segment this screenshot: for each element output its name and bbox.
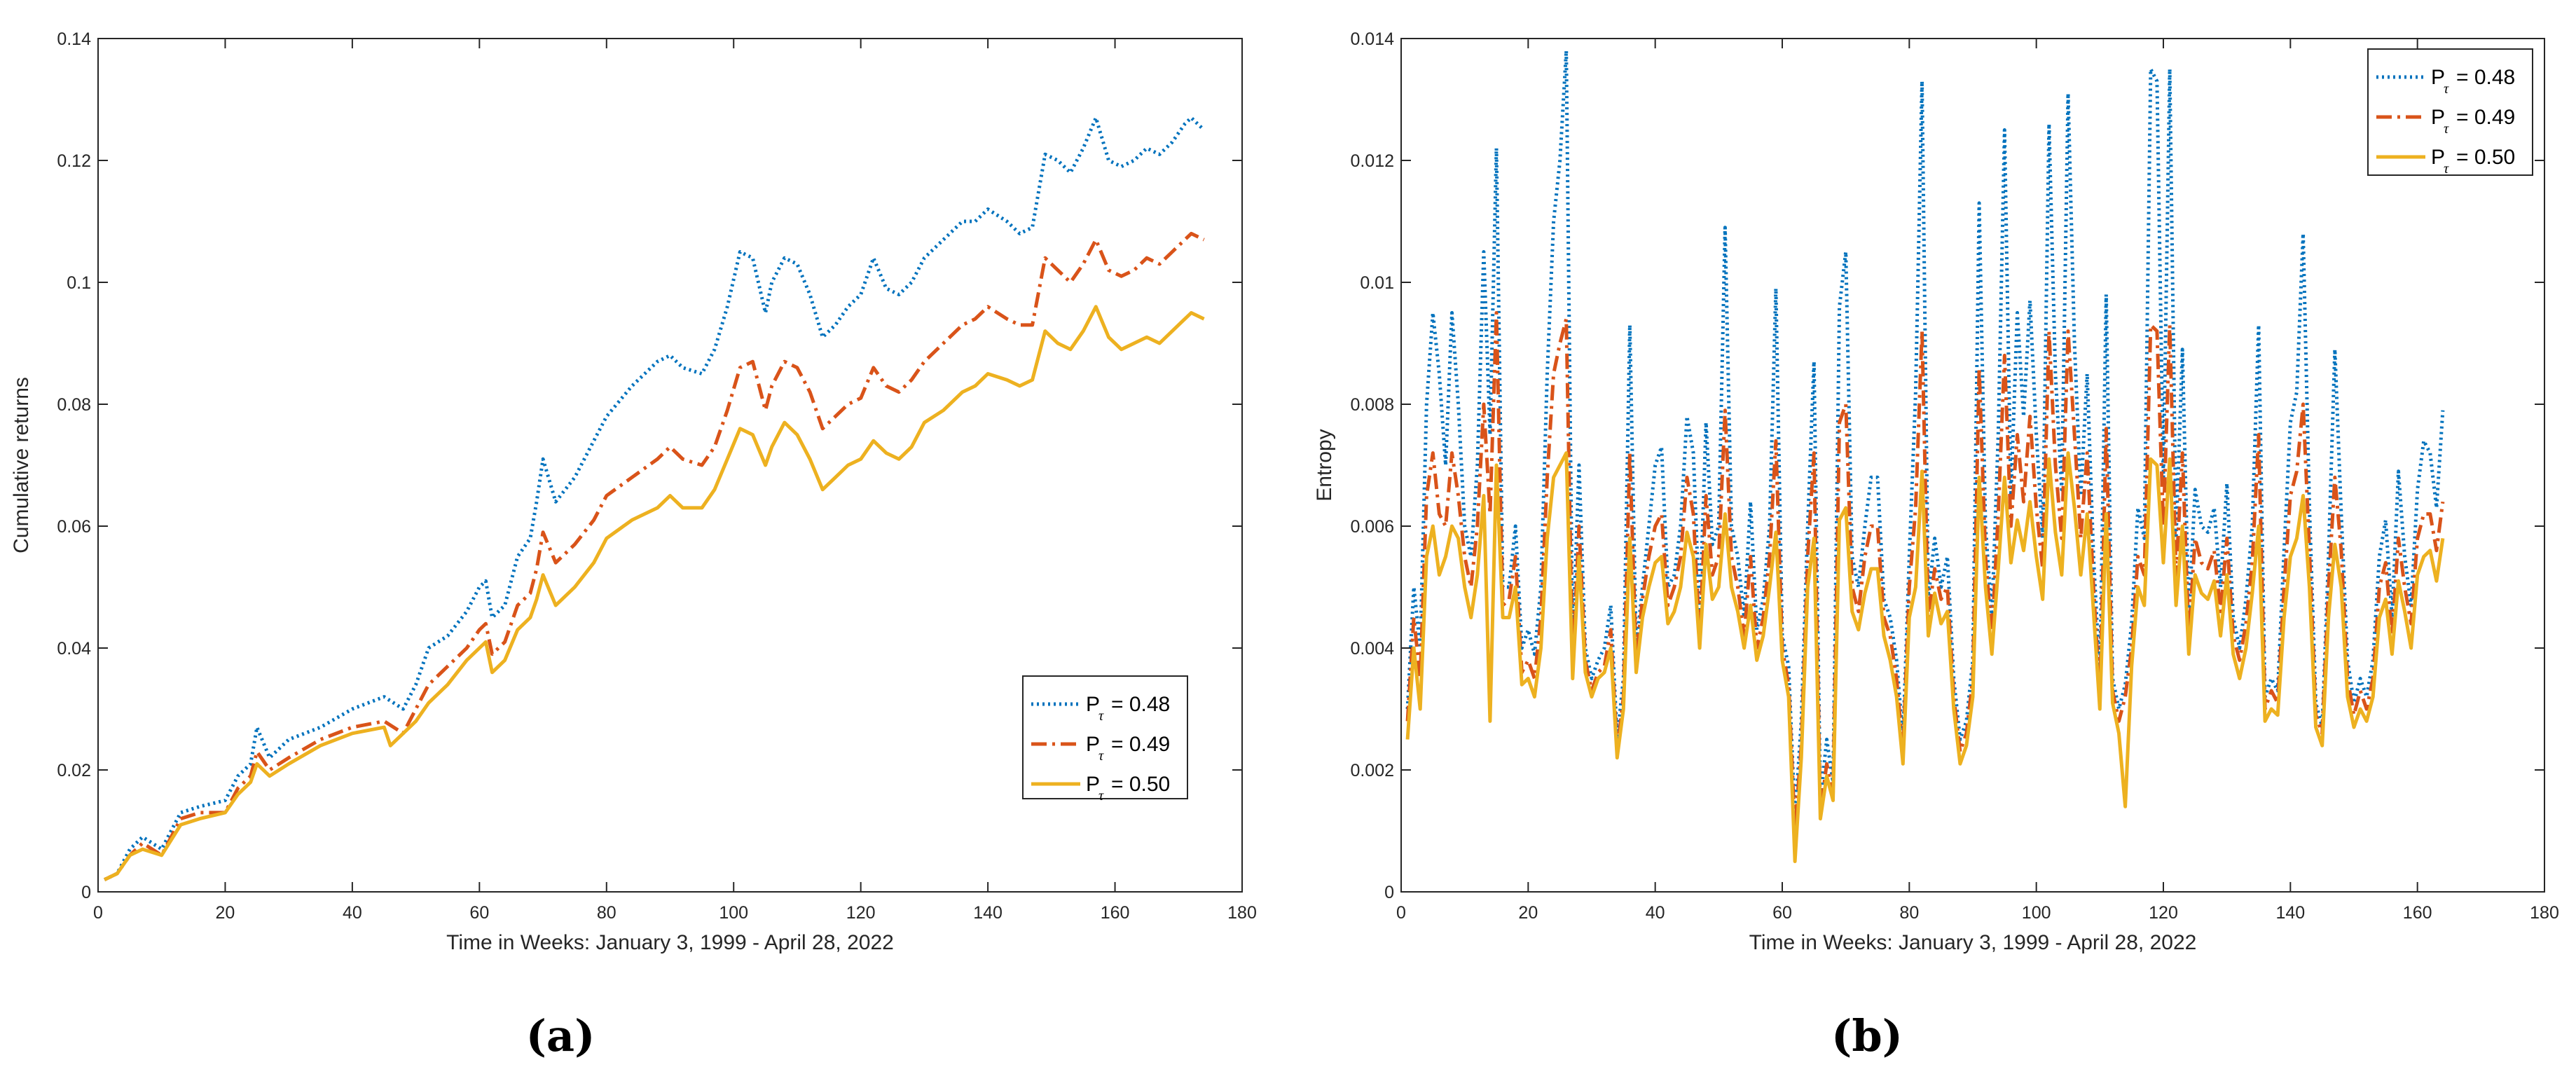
x-tick-label: 180 — [2530, 903, 2559, 923]
legend-label-2: P — [1086, 733, 1100, 756]
y-tick-label: 0.008 — [1350, 395, 1394, 415]
x-tick-label: 40 — [343, 903, 362, 923]
y-tick-label: 0 — [1384, 883, 1394, 902]
legend-label-1: P — [2431, 66, 2445, 89]
legend-subscript-2: τ — [1098, 748, 1104, 764]
axes-box — [97, 38, 1243, 893]
y-tick-label: 0.1 — [67, 273, 91, 293]
legend-value-3: = 0.50 — [1111, 773, 1170, 796]
series-line-3 — [104, 305, 1205, 881]
y-tick-label: 0.014 — [1350, 29, 1394, 49]
x-tick-label: 20 — [216, 903, 235, 923]
legend-label-3: P — [2431, 146, 2445, 169]
x-tick-label: 160 — [1101, 903, 1130, 923]
legend-subscript-3: τ — [2444, 161, 2449, 177]
x-tick-label: 120 — [2149, 903, 2178, 923]
y-tick-label: 0.04 — [57, 639, 91, 659]
y-tick-label: 0.012 — [1350, 151, 1394, 171]
y-tick-label: 0.14 — [57, 29, 91, 49]
y-tick-label: 0.004 — [1350, 639, 1394, 659]
legend-subscript-1: τ — [2444, 81, 2449, 97]
x-tick-label: 140 — [2275, 903, 2305, 923]
x-axis-label: Time in Weeks: January 3, 1999 - April 2… — [446, 931, 894, 954]
y-tick-label: 0.08 — [57, 395, 91, 415]
legend-label-1: P — [1086, 693, 1100, 716]
legend-subscript-2: τ — [2444, 121, 2449, 137]
legend-value-2: = 0.49 — [2456, 106, 2515, 129]
legend-value-3: = 0.50 — [2456, 146, 2515, 169]
legend-box — [1022, 675, 1188, 799]
panel-caption: (a) — [526, 1010, 595, 1061]
legend-subscript-3: τ — [1098, 788, 1104, 804]
x-tick-label: 100 — [2022, 903, 2051, 923]
x-tick-label: 80 — [1899, 903, 1919, 923]
series-line-2 — [104, 231, 1205, 881]
series-line-1 — [104, 116, 1206, 881]
x-axis-label: Time in Weeks: January 3, 1999 - April 2… — [1749, 931, 2197, 954]
x-tick-label: 120 — [846, 903, 876, 923]
x-tick-label: 180 — [1227, 903, 1257, 923]
legend-label-2: P — [2431, 106, 2445, 129]
series-line-3 — [1405, 451, 2445, 863]
legend-value-1: = 0.48 — [1111, 693, 1170, 716]
chart-panel-b: 0 20 40 60 80 100 120 140 160 180 0 0.002 0.004 0.006… — [1313, 29, 2559, 1061]
y-axis-label: Entropy — [1313, 429, 1336, 501]
y-tick-label: 0.002 — [1350, 761, 1394, 780]
y-tick-label: 0.006 — [1350, 517, 1394, 537]
x-tick-label: 160 — [2403, 903, 2432, 923]
x-tick-label: 20 — [1518, 903, 1538, 923]
chart-panel-a: 0 20 40 60 80 100 120 140 160 180 0 0.02 0.04 0.06 0.0… — [10, 29, 1257, 1061]
x-tick-label: 60 — [469, 903, 489, 923]
series-line-2 — [1405, 311, 2445, 833]
plot-area — [1401, 39, 2544, 892]
legend-value-2: = 0.49 — [1111, 733, 1170, 756]
panel-caption: (b) — [1831, 1010, 1903, 1061]
x-tick-label: 60 — [1772, 903, 1792, 923]
y-tick-label: 0.12 — [57, 151, 91, 171]
x-tick-label: 0 — [93, 903, 103, 923]
legend-label-3: P — [1086, 773, 1100, 796]
series-line-1 — [1405, 48, 2445, 821]
x-tick-label: 40 — [1646, 903, 1665, 923]
x-tick-label: 140 — [973, 903, 1003, 923]
x-tick-label: 0 — [1396, 903, 1406, 923]
y-tick-label: 0.02 — [57, 761, 91, 780]
x-tick-label: 100 — [719, 903, 748, 923]
legend-box — [2367, 48, 2533, 176]
y-tick-label: 0.06 — [57, 517, 91, 537]
legend-subscript-1: τ — [1098, 708, 1104, 724]
legend: Pτ = 0.48 Pτ = 0.49 Pτ = 0.50 — [1022, 675, 1188, 804]
x-tick-label: 80 — [597, 903, 617, 923]
y-axis-label: Cumulative returns — [10, 377, 33, 553]
legend-value-1: = 0.48 — [2456, 66, 2515, 89]
legend: Pτ = 0.48 Pτ = 0.49 Pτ = 0.50 — [2367, 48, 2533, 177]
y-tick-label: 0.01 — [1360, 273, 1394, 293]
axes-box — [1400, 38, 2545, 893]
y-tick-label: 0 — [81, 883, 91, 902]
